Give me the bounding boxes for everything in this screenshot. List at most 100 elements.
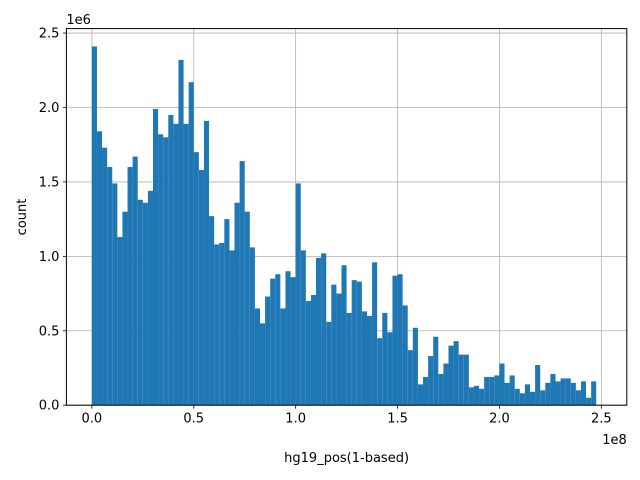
histogram-bar xyxy=(372,262,378,406)
histogram-bar xyxy=(112,183,118,406)
histogram-bar xyxy=(591,381,597,406)
y-tick-label: 0.0 xyxy=(39,399,60,414)
histogram-bar xyxy=(193,152,199,406)
y-offset-label: 1e6 xyxy=(66,13,91,28)
histogram-bar xyxy=(535,365,541,406)
histogram-bar xyxy=(137,199,143,406)
histogram-bar xyxy=(244,211,250,406)
histogram-bar xyxy=(448,345,454,406)
histogram-bar xyxy=(524,384,531,406)
histogram-bar xyxy=(321,253,327,406)
x-tick-label: 2.5 xyxy=(591,412,612,427)
histogram-bar xyxy=(366,315,373,406)
histogram-bar xyxy=(504,382,510,406)
histogram-bar xyxy=(575,390,581,406)
histogram-bar xyxy=(198,170,204,406)
histogram-bar xyxy=(295,183,301,406)
histogram-bar xyxy=(351,280,357,406)
histogram-bar xyxy=(341,265,347,406)
x-offset-label: 1e8 xyxy=(602,433,627,448)
histogram-bar xyxy=(183,123,189,406)
histogram-bar xyxy=(463,354,469,406)
histogram-bar xyxy=(489,376,495,406)
histogram-bar xyxy=(280,308,286,406)
histogram-bar xyxy=(234,202,240,406)
x-tick-label: 1.0 xyxy=(285,412,306,427)
histogram-bar xyxy=(336,293,342,406)
histogram-bar xyxy=(468,387,474,406)
histogram-bar xyxy=(117,236,123,406)
histogram-bar xyxy=(397,274,403,406)
histogram-bar xyxy=(499,363,505,406)
histogram-bar xyxy=(203,120,210,406)
histogram-bar xyxy=(224,219,230,406)
histogram-bar xyxy=(484,376,490,406)
histogram-bar xyxy=(479,388,485,406)
histogram-bar xyxy=(122,211,128,406)
histogram-bar xyxy=(346,312,352,406)
x-axis-label: hg19_pos(1-based) xyxy=(284,451,409,466)
histogram-bar xyxy=(361,311,367,406)
histogram-bar xyxy=(265,296,271,406)
histogram-bar xyxy=(285,271,291,406)
y-tick-label: 2.5 xyxy=(39,27,60,42)
histogram-bar xyxy=(433,336,439,406)
histogram-bar xyxy=(275,274,281,406)
histogram-bar xyxy=(300,250,306,406)
histogram-bar xyxy=(229,250,235,406)
histogram-bar xyxy=(555,381,561,406)
histogram-bar xyxy=(326,321,332,406)
histogram-bar xyxy=(163,137,169,406)
histogram-bar xyxy=(249,247,255,406)
histogram-bar xyxy=(254,308,260,406)
histogram-bar xyxy=(417,384,424,406)
histogram-bar xyxy=(438,373,444,406)
y-axis-label: count xyxy=(15,199,30,236)
histogram-bar xyxy=(102,147,108,406)
histogram-bar xyxy=(458,354,464,406)
histogram-bar xyxy=(96,131,103,406)
histogram-bar xyxy=(586,397,592,406)
x-tick-label: 0.0 xyxy=(82,412,103,427)
histogram-bars xyxy=(91,46,597,406)
histogram-bar xyxy=(153,108,159,406)
histogram-bar xyxy=(540,390,546,406)
histogram-bar xyxy=(178,59,184,406)
histogram-bar xyxy=(259,323,266,406)
histogram-bar xyxy=(443,363,449,406)
histogram-bar xyxy=(550,373,556,406)
histogram-bar xyxy=(219,242,225,406)
histogram-bar xyxy=(428,356,434,406)
histogram-bar xyxy=(316,257,322,406)
histogram-bar xyxy=(142,202,148,406)
histogram-bar xyxy=(387,332,393,406)
y-tick-label: 1.5 xyxy=(39,175,60,190)
histogram-bar xyxy=(305,301,311,406)
histogram-bar xyxy=(407,350,413,406)
histogram-bar xyxy=(494,375,500,406)
histogram-bar xyxy=(570,382,576,406)
histogram-bar xyxy=(188,82,194,406)
histogram-bar xyxy=(412,327,418,406)
histogram-bar xyxy=(331,284,337,406)
plot-frame xyxy=(65,28,628,406)
histogram-bar xyxy=(377,338,383,406)
x-tick-label: 2.0 xyxy=(489,412,510,427)
histogram-bar xyxy=(107,167,113,406)
histogram-bar xyxy=(402,305,408,406)
histogram-bar xyxy=(565,378,571,406)
histogram-bar xyxy=(392,275,398,406)
y-tick-label: 1.0 xyxy=(39,250,60,265)
histogram-bar xyxy=(473,385,480,406)
histogram-bar xyxy=(560,378,566,406)
histogram-bar xyxy=(158,134,164,406)
histogram-bar xyxy=(453,341,459,406)
histogram-bar xyxy=(290,277,296,406)
y-tick-label: 0.5 xyxy=(39,324,60,339)
histogram-bar xyxy=(147,190,154,406)
histogram-bar xyxy=(270,278,276,406)
histogram-bar xyxy=(509,375,515,406)
y-tick-label: 2.0 xyxy=(39,101,60,116)
x-tick-label: 0.5 xyxy=(183,412,204,427)
